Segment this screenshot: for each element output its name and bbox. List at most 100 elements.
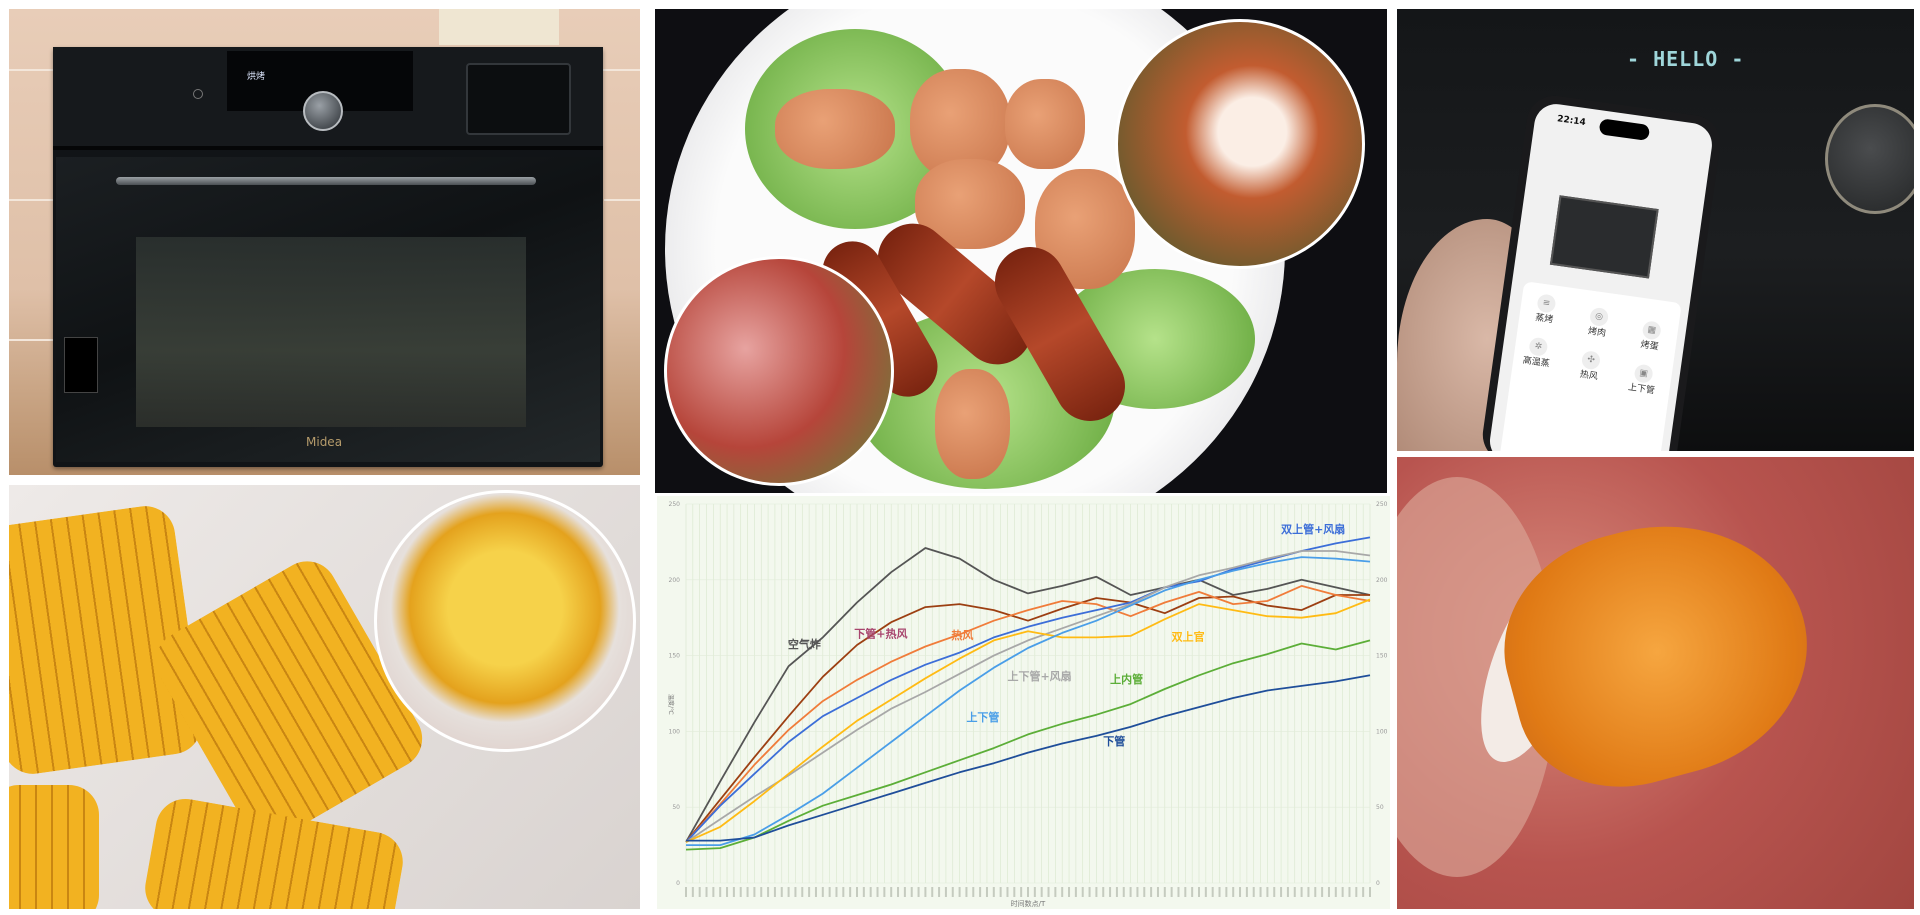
x-tick-label [1081, 887, 1084, 897]
x-tick-label [1122, 887, 1125, 897]
y-tick-label: 0 [676, 880, 680, 887]
series-label: 空气炸 [788, 637, 821, 651]
x-tick-label [1170, 887, 1173, 897]
oven-water-tank [466, 63, 571, 135]
app-control-photo: - HELLO - 22:14 ≡ 蒸烤 ◎ 烤肉 ▦ 烤蛋 ✲ 高温蒸 ✣ 热风 ▣ 上下… [1397, 9, 1914, 451]
x-tick-label [1259, 887, 1262, 897]
function-top-bottom[interactable]: ▣ 上下管 [1618, 362, 1668, 399]
y2-tick-label: 200 [1376, 577, 1388, 584]
x-tick-label [760, 887, 763, 897]
series-label: 上内管 [1110, 672, 1143, 686]
x-tick-label [979, 887, 982, 897]
roasted-corn-photo [9, 485, 640, 909]
series-label: 热风 [951, 628, 973, 642]
y-tick-label: 100 [669, 728, 681, 735]
x-tick-label [883, 887, 886, 897]
x-tick-label [698, 887, 701, 897]
x-tick-label [1047, 887, 1050, 897]
function-high-steam[interactable]: ✲ 高温蒸 [1513, 335, 1563, 372]
oven-display-text: - HELLO - [1627, 47, 1745, 71]
x-tick-label [1040, 887, 1043, 897]
function-label: 上下管 [1627, 382, 1656, 397]
x-tick-label [1020, 887, 1023, 897]
x-tick-label [992, 887, 995, 897]
x-tick-label [685, 887, 687, 897]
fan-icon: ✣ [1580, 350, 1602, 371]
oven: 烘烤 Midea [53, 47, 603, 467]
x-tick-label [739, 887, 742, 897]
x-tick-label [780, 887, 783, 897]
x-tick-label [1061, 887, 1064, 897]
x-tick-label [746, 887, 749, 897]
x-tick-label [828, 887, 831, 897]
oven-photo: 烘烤 Midea [9, 9, 640, 475]
x-tick-label [732, 887, 735, 897]
x-tick-label [1177, 887, 1180, 897]
x-tick-label [1341, 887, 1344, 897]
x-tick-label [1239, 887, 1242, 897]
bake-icon: ▦ [1641, 320, 1662, 341]
x-tick-label [958, 887, 961, 897]
chart-svg: 0 0 50 50 100 100 150 150 200 200 250 250 空气炸 下管+热风 热… [667, 501, 1388, 908]
x-tick-label [842, 887, 845, 897]
x-tick-label [944, 887, 947, 897]
x-tick-label [1013, 887, 1016, 897]
x-tick-label [691, 887, 694, 897]
corn-closeup-inset [374, 490, 636, 752]
series-line [685, 536, 1371, 843]
x-tick-label [726, 887, 729, 897]
x-tick-label [1054, 887, 1057, 897]
series-label: 上下管 [966, 710, 999, 724]
oven-window [136, 237, 526, 427]
x-tick-label [1088, 887, 1091, 897]
x-tick-label [1286, 887, 1289, 897]
x-tick-label [1245, 887, 1248, 897]
x-tick-label [794, 887, 797, 897]
x-tick-label [849, 887, 852, 897]
tile-grout [9, 339, 53, 341]
function-bake[interactable]: ▦ 烤蛋 [1626, 318, 1676, 355]
brand-logo: Midea [306, 435, 343, 449]
function-hot-air[interactable]: ✣ 热风 [1565, 348, 1615, 385]
status-time: 22:14 [1556, 114, 1587, 129]
series-label: 双上官 [1172, 629, 1205, 643]
function-label: 高温蒸 [1522, 355, 1551, 370]
x-tick-label [705, 887, 708, 897]
x-tick-label [1027, 887, 1029, 897]
series-line [685, 639, 1371, 851]
x-tick-label [1252, 887, 1255, 897]
y-tick-label: 200 [669, 577, 681, 584]
roast-icon: ◎ [1588, 306, 1610, 328]
food-plate-photo [655, 9, 1387, 493]
x-tick-label [801, 887, 804, 897]
series-label: 下管+热风 [854, 626, 907, 640]
x-tick-label [897, 887, 900, 897]
x-tick-label [773, 887, 776, 897]
series-line [685, 547, 1371, 843]
x-tick-label [1293, 887, 1296, 897]
x-axis-label: 时间数点/T [1011, 899, 1046, 908]
x-tick-label [1280, 887, 1283, 897]
x-tick-label [835, 887, 838, 897]
x-tick-label [814, 887, 817, 897]
x-tick-label [1129, 887, 1132, 897]
phone-screen: 22:14 ≡ 蒸烤 ◎ 烤肉 ▦ 烤蛋 ✲ 高温蒸 ✣ 热风 ▣ 上下管 [1487, 101, 1715, 451]
tile-grout [9, 199, 53, 201]
x-tick-label [1115, 887, 1118, 897]
x-tick-label [1327, 887, 1330, 897]
x-tick-label [1225, 887, 1228, 897]
y2-tick-label: 250 [1376, 501, 1388, 508]
series-line [685, 598, 1371, 843]
function-roast[interactable]: ◎ 烤肉 [1573, 305, 1623, 342]
x-tick-label [856, 887, 858, 897]
x-tick-label [787, 887, 790, 897]
series-line [685, 585, 1371, 843]
function-steam-bake[interactable]: ≡ 蒸烤 [1521, 291, 1571, 328]
series-line [686, 674, 1371, 842]
dynamic-island [1598, 118, 1651, 142]
y-tick-label: 150 [669, 653, 681, 660]
warning-sticker [64, 337, 98, 393]
x-tick-label [972, 887, 975, 897]
x-tick-label [910, 887, 913, 897]
corn-piece [9, 785, 99, 909]
